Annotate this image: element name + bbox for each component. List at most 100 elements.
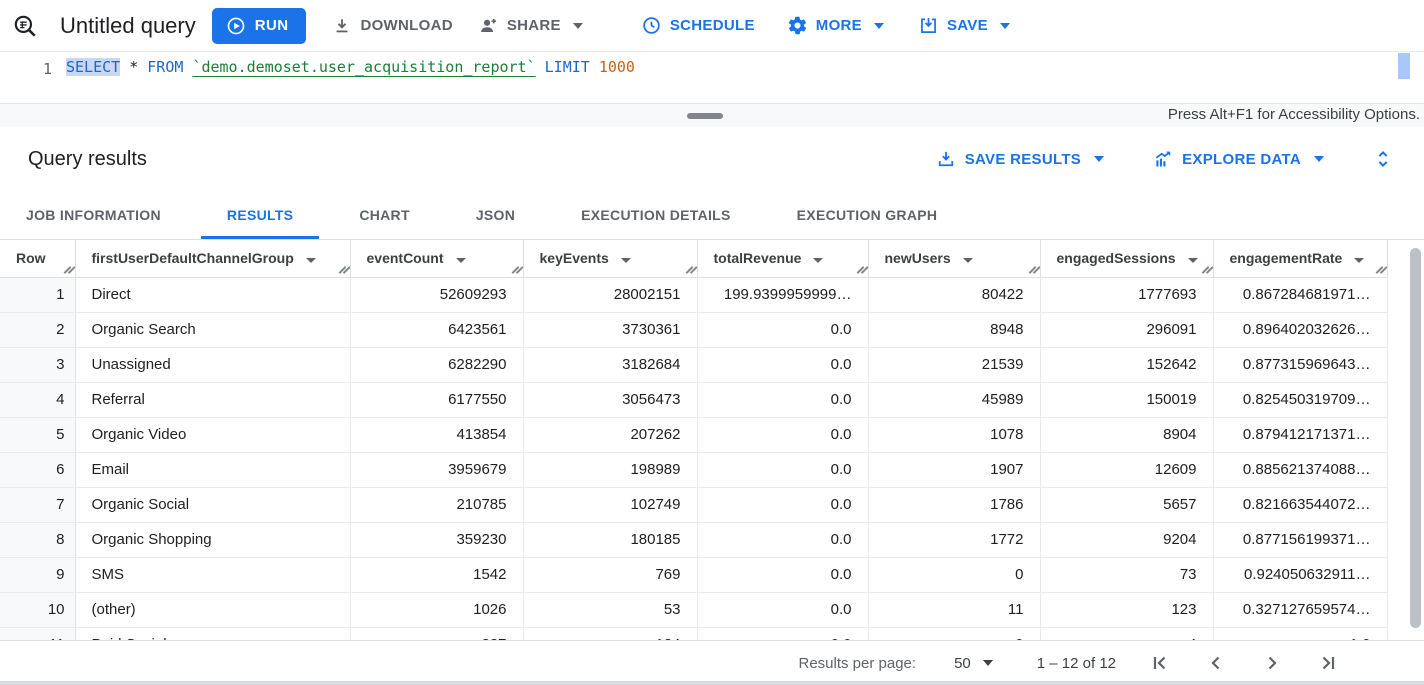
save-button[interactable]: SAVE	[918, 15, 1010, 36]
column-menu-icon[interactable]	[620, 258, 631, 264]
tab-chart[interactable]: CHART	[359, 207, 410, 223]
table-cell: 6177550	[350, 382, 524, 418]
previous-page-button[interactable]	[1204, 651, 1228, 675]
sql-token	[536, 58, 545, 76]
table-cell: 53	[523, 592, 698, 628]
table-cell: 0.877315969643…	[1213, 347, 1388, 383]
column-header-engagementrate[interactable]: engagementRate	[1213, 240, 1388, 278]
more-button[interactable]: MORE	[787, 15, 884, 36]
table-cell: 296091	[1040, 312, 1214, 348]
row-number-cell: 10	[0, 592, 76, 628]
query-results-title: Query results	[28, 147, 147, 170]
table-vertical-scrollbar[interactable]	[1410, 248, 1421, 628]
column-menu-icon[interactable]	[1354, 258, 1365, 264]
sql-editor[interactable]: 1 SELECT * FROM `demo.demoset.user_acqui…	[0, 52, 1424, 103]
sql-token	[590, 58, 599, 76]
table-cell: 0.821663544072…	[1213, 487, 1388, 523]
table-cell: 0.877156199371…	[1213, 522, 1388, 558]
table-cell: 413854	[350, 417, 524, 453]
schedule-button[interactable]: SCHEDULE	[641, 15, 755, 36]
play-icon	[225, 15, 247, 37]
column-resize-handle[interactable]	[856, 265, 864, 274]
column-resize-handle[interactable]	[511, 265, 519, 274]
table-cell: 0.0	[697, 312, 869, 348]
sql-code-line[interactable]: SELECT * FROM `demo.demoset.user_acquisi…	[66, 58, 635, 76]
table-cell: 1078	[868, 417, 1041, 453]
share-button[interactable]: SHARE	[477, 15, 583, 37]
table-cell: 1777693	[1040, 277, 1214, 313]
tab-execution-details[interactable]: EXECUTION DETAILS	[581, 207, 731, 223]
column-resize-handle[interactable]	[1201, 265, 1209, 274]
table-cell: 0	[868, 627, 1041, 640]
results-per-page-label: Results per page:	[798, 654, 917, 672]
column-header-firstuserdefaultchannelgroup[interactable]: firstUserDefaultChannelGroup	[75, 240, 351, 278]
column-label: engagedSessions	[1056, 250, 1176, 267]
column-resize-handle[interactable]	[685, 265, 693, 274]
table-cell: Unassigned	[75, 347, 351, 383]
table-cell: 0.825450319709…	[1213, 382, 1388, 418]
download-button[interactable]: DOWNLOAD	[332, 16, 453, 36]
column-resize-handle[interactable]	[1375, 265, 1383, 274]
first-page-button[interactable]	[1148, 651, 1172, 675]
table-cell: 180185	[523, 522, 698, 558]
table-cell: 0.0	[697, 592, 869, 628]
row-number-cell: 2	[0, 312, 76, 348]
sql-token	[120, 58, 129, 76]
table-cell: (other)	[75, 592, 351, 628]
table-cell: 1542	[350, 557, 524, 593]
editor-scrollbar[interactable]	[1398, 53, 1410, 79]
table-cell: 0.867284681971…	[1213, 277, 1388, 313]
column-menu-icon[interactable]	[813, 258, 824, 264]
table-cell: 0.0	[697, 347, 869, 383]
table-cell: 359230	[350, 522, 524, 558]
column-label: Row	[16, 250, 46, 267]
column-menu-icon[interactable]	[962, 258, 973, 264]
column-resize-handle[interactable]	[63, 265, 71, 274]
column-menu-icon[interactable]	[455, 258, 466, 264]
column-header-newusers[interactable]: newUsers	[868, 240, 1041, 278]
pagination-range: 1 – 12 of 12	[1036, 654, 1116, 672]
tab-job-information[interactable]: JOB INFORMATION	[26, 207, 161, 223]
row-number-cell: 6	[0, 452, 76, 488]
splitter-drag-handle[interactable]	[687, 113, 723, 119]
run-button[interactable]: RUN	[211, 7, 307, 44]
table-header-row: Row firstUserDefaultChannelGroup eventCoun…	[0, 240, 1388, 278]
tab-results[interactable]: RESULTS	[200, 191, 320, 239]
column-header-engagedsessions[interactable]: engagedSessions	[1040, 240, 1214, 278]
next-page-button[interactable]	[1260, 651, 1284, 675]
chevron-down-icon	[999, 22, 1010, 29]
column-menu-icon[interactable]	[1187, 258, 1198, 264]
table-cell: 0.327127659574…	[1213, 592, 1388, 628]
clock-icon	[641, 15, 662, 36]
collapse-panel-button[interactable]	[1372, 148, 1394, 170]
horizontal-scrollbar[interactable]	[0, 681, 1424, 685]
accessibility-hint: Press Alt+F1 for Accessibility Options.	[1167, 106, 1420, 123]
column-resize-handle[interactable]	[1028, 265, 1036, 274]
explore-data-button[interactable]: EXPLORE DATA	[1152, 149, 1324, 170]
chevron-down-icon	[572, 22, 583, 29]
table-cell: 0.0	[697, 557, 869, 593]
row-number-cell: 1	[0, 277, 76, 313]
table-cell: Organic Social	[75, 487, 351, 523]
column-header-eventcount[interactable]: eventCount	[350, 240, 524, 278]
column-label: eventCount	[366, 250, 444, 267]
pagination-bar: Results per page: 50 1 – 12 of 12	[0, 640, 1424, 685]
tab-execution-graph[interactable]: EXECUTION GRAPH	[796, 207, 938, 223]
table-cell: 207262	[523, 417, 698, 453]
table-row: 1 Direct 52609293 28002151 199.9399959999… 80…	[0, 277, 1388, 313]
last-page-button[interactable]	[1316, 651, 1340, 675]
table-row: 9 SMS 1542 769 0.0 0 73 0.924050632911…	[0, 557, 1388, 593]
results-table: Row firstUserDefaultChannelGroup eventCoun…	[0, 240, 1388, 640]
table-row: 6 Email 3959679 198989 0.0 1907 12609 0.8856213…	[0, 452, 1388, 488]
table-cell: 227	[350, 627, 524, 640]
tab-json[interactable]: JSON	[475, 207, 516, 223]
table-cell: 3730361	[523, 312, 698, 348]
row-number-cell: 11	[0, 627, 76, 640]
chevron-down-icon	[1314, 156, 1324, 162]
column-resize-handle[interactable]	[338, 265, 346, 274]
column-header-keyevents[interactable]: keyEvents	[523, 240, 698, 278]
page-size-select[interactable]: 50	[954, 655, 993, 672]
save-results-button[interactable]: SAVE RESULTS	[936, 149, 1105, 169]
column-header-totalrevenue[interactable]: totalRevenue	[697, 240, 869, 278]
column-menu-icon[interactable]	[305, 258, 316, 264]
